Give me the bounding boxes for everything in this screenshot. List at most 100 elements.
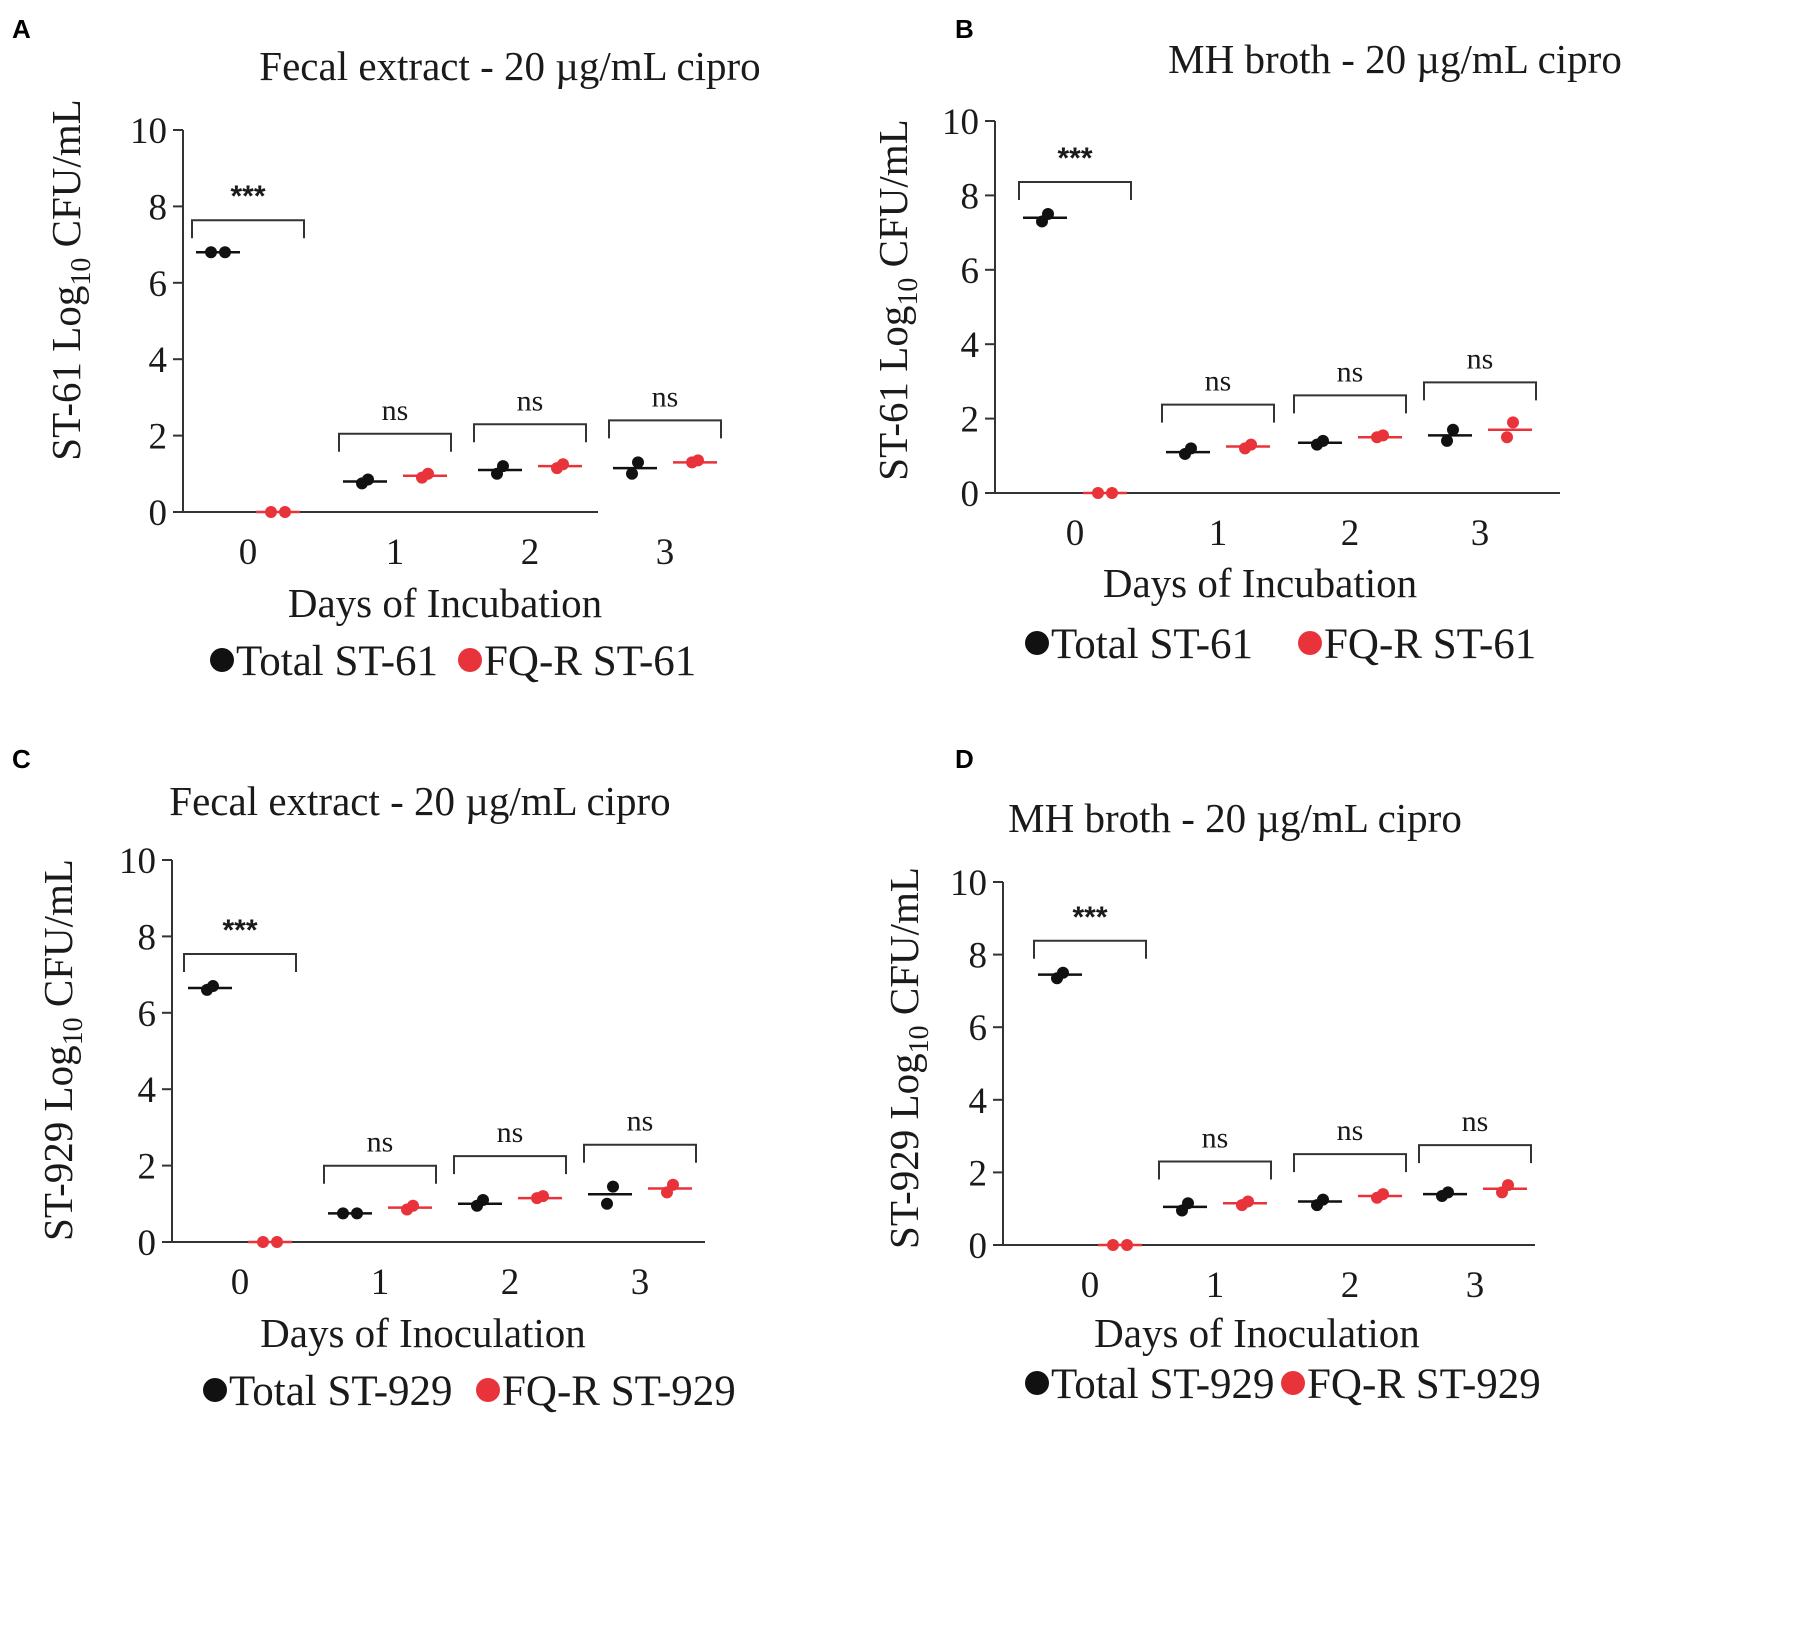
x-tick-label: 2 [1341,1265,1360,1306]
data-point [1185,442,1197,455]
significance-label: ns [1337,1114,1364,1147]
data-point [205,246,217,259]
data-point [1377,1188,1389,1201]
significance-bracket [1293,1153,1407,1173]
y-tick-label: 4 [969,1081,988,1122]
significance-label: ns [517,384,544,417]
y-tick-label: 4 [149,340,168,381]
significance-label: *** [222,914,257,947]
y-axis-label-text: ST-929 Log [35,1045,81,1241]
x-tick-label: 0 [239,532,258,573]
y-tick-label: 0 [149,493,168,534]
data-point [1502,1179,1514,1192]
legend-label: Total ST-929 [1051,1361,1275,1408]
significance-bracket [453,1155,567,1175]
legend-marker [458,648,482,672]
significance-label: ns [1205,365,1232,398]
y-axis-label: ST-929 Log10 CFU/mL [35,859,89,1241]
y-tick-label: 0 [969,1226,988,1267]
significance-bracket [473,423,587,443]
significance-label: ns [1337,355,1364,388]
x-tick-label: 0 [231,1262,250,1303]
significance-bracket [1293,394,1407,414]
y-axis-label-subscript: 10 [66,258,97,286]
legend-marker [476,1378,500,1402]
data-point [271,1236,283,1248]
x-tick-label: 1 [386,532,405,573]
y-tick-label: 0 [138,1223,157,1264]
legend-marker [210,648,234,672]
y-axis-label-text: ST-61 Log [43,286,89,461]
significance-bracket [1418,1144,1532,1164]
y-tick-label: 2 [138,1147,157,1188]
y-tick-label: 4 [961,325,980,366]
x-tick-label: 2 [1341,513,1360,554]
x-tick-label: 1 [1206,1265,1225,1306]
data-point [537,1190,549,1203]
panel-letter: A [12,14,31,44]
data-point [1317,1193,1329,1206]
x-tick-label: 3 [1466,1265,1485,1306]
legend-label: FQ-R ST-61 [484,638,696,685]
significance-bracket [583,1143,697,1163]
y-tick-label: 10 [942,102,979,143]
significance-label: ns [367,1126,394,1159]
y-axis-label-unit: CFU/mL [35,859,81,1017]
data-point [1377,429,1389,442]
data-point [667,1178,679,1191]
y-tick-label: 8 [138,917,157,958]
panel-letter: C [12,744,31,774]
y-tick-label: 6 [961,251,980,292]
significance-bracket [1018,181,1132,200]
y-tick-label: 2 [969,1153,988,1194]
data-point [1092,487,1104,499]
y-tick-label: 2 [149,417,168,458]
x-tick-label: 2 [501,1262,520,1303]
x-axis-label: Days of Incubation [1103,560,1417,606]
data-point [1507,416,1519,429]
data-point [257,1236,269,1248]
significance-bracket [1158,1160,1272,1180]
y-tick-label: 10 [950,863,987,904]
chart-panel-a: A Fecal extract - 20 µg/mL cipro 0 2 4 6 8 10 0 1… [12,14,761,685]
x-axis-label: Days of Incubation [288,580,602,626]
data-point [692,454,704,467]
x-tick-label: 3 [1471,513,1490,554]
significance-label: *** [1072,901,1107,934]
y-axis-label-subscript: 10 [58,1017,89,1045]
significance-label: *** [1057,142,1092,175]
data-point [362,473,374,486]
significance-bracket [1161,403,1275,423]
legend-marker [1025,1371,1049,1395]
data-point [626,467,638,480]
legend-marker [1298,631,1322,655]
data-point [422,467,434,480]
significance-label: *** [230,180,265,213]
y-tick-label: 10 [130,111,167,152]
y-tick-label: 6 [969,1008,988,1049]
panel-letter: D [955,744,974,774]
x-tick-label: 0 [1066,513,1085,554]
data-point [477,1193,489,1206]
data-point [407,1199,419,1212]
legend-label: FQ-R ST-61 [1324,621,1536,668]
y-axis-label-subscript: 10 [904,1025,935,1053]
y-tick-label: 0 [961,474,980,515]
y-tick-label: 6 [149,264,168,305]
legend-label: FQ-R ST-929 [502,1368,736,1415]
data-point [632,456,644,469]
data-point [1042,208,1054,220]
data-point [1057,966,1069,979]
data-point [337,1207,349,1220]
data-point [1106,487,1118,499]
y-axis-label: ST-61 Log10 CFU/mL [870,119,924,480]
x-tick-label: 3 [631,1262,650,1303]
y-axis-label: ST-929 Log10 CFU/mL [881,867,935,1249]
legend-marker [203,1378,227,1402]
data-point [219,246,231,259]
data-point [1121,1239,1133,1251]
y-axis-label-unit: CFU/mL [881,867,927,1025]
significance-label: ns [627,1105,654,1138]
y-axis-label-subscript: 10 [893,278,924,306]
